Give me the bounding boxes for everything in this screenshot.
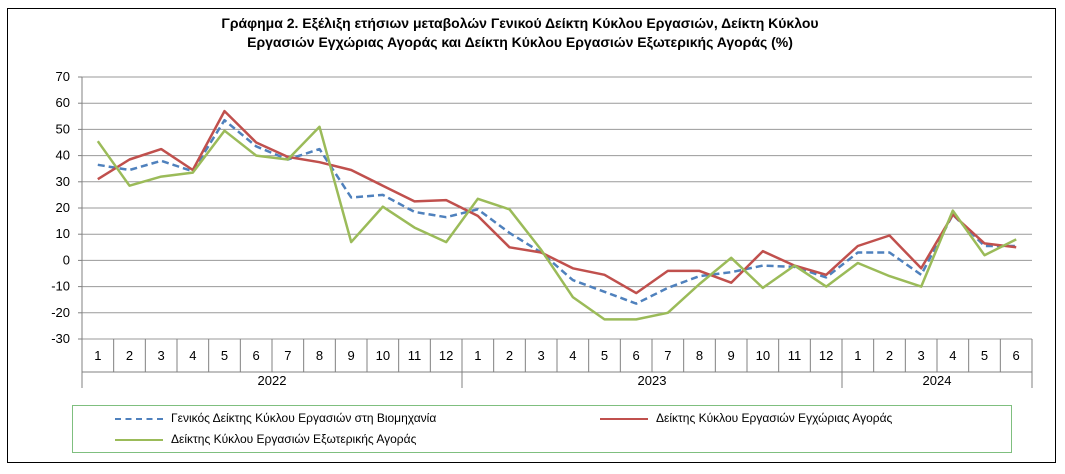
x-tick-label: 5 xyxy=(981,348,988,363)
x-tick-label: 11 xyxy=(408,348,422,363)
y-tick-label: 10 xyxy=(56,226,70,241)
legend-label-domestic: Δείκτης Κύκλου Εργασιών Εγχώριας Αγοράς xyxy=(656,411,893,425)
x-tick-label: 6 xyxy=(253,348,260,363)
series-line-2 xyxy=(96,125,1017,321)
series-line-1 xyxy=(97,109,1017,295)
x-tick-label: 2 xyxy=(126,348,133,363)
chart-title-line-1: Γράφημα 2. Εξέλιξη ετήσιων μεταβολών Γεν… xyxy=(221,15,819,31)
x-tick-label: 8 xyxy=(316,348,323,363)
x-tick-label: 2 xyxy=(506,348,513,363)
y-tick-label: 40 xyxy=(56,148,70,163)
legend-swatch-external xyxy=(115,438,163,441)
y-tick-label: 50 xyxy=(56,121,70,136)
y-tick-label: 70 xyxy=(56,69,70,84)
y-tick-label: 30 xyxy=(56,174,70,189)
x-tick-label: 1 xyxy=(854,348,861,363)
y-tick-label: -10 xyxy=(51,279,70,294)
x-tick-label: 5 xyxy=(221,348,228,363)
x-tick-label: 4 xyxy=(949,348,956,363)
x-tick-label: 7 xyxy=(284,348,291,363)
x-tick-label: 3 xyxy=(158,348,165,363)
x-tick-label: 5 xyxy=(601,348,608,363)
x-tick-label: 6 xyxy=(633,348,640,363)
x-tick-label: 8 xyxy=(696,348,703,363)
legend-swatch-domestic xyxy=(600,417,648,420)
legend-label-external: Δείκτης Κύκλου Εργασιών Εξωτερικής Αγορά… xyxy=(171,432,417,446)
x-tick-label: 2 xyxy=(886,348,893,363)
x-tick-label: 7 xyxy=(664,348,671,363)
year-label: 2023 xyxy=(638,373,667,388)
x-tick-label: 10 xyxy=(376,348,390,363)
year-label: 2024 xyxy=(923,373,952,388)
y-tick-label: 60 xyxy=(56,95,70,110)
x-tick-label: 12 xyxy=(819,348,833,363)
legend: Γενικός Δείκτης Κύκλου Εργασιών στη Βιομ… xyxy=(72,405,1012,453)
legend-swatch-general xyxy=(115,417,163,420)
x-tick-label: 9 xyxy=(728,348,735,363)
series-layer xyxy=(96,109,1017,321)
legend-label-general: Γενικός Δείκτης Κύκλου Εργασιών στη Βιομ… xyxy=(171,411,437,425)
x-tick-label: 3 xyxy=(538,348,545,363)
x-tick-label: 1 xyxy=(94,348,101,363)
y-tick-label: -30 xyxy=(51,331,70,346)
y-tick-label: -20 xyxy=(51,305,70,320)
legend-item-domestic: Δείκτης Κύκλου Εργασιών Εγχώριας Αγοράς xyxy=(600,411,892,425)
series-line-0 xyxy=(97,118,1017,305)
grid-layer xyxy=(82,76,1032,340)
x-tick-label: 3 xyxy=(918,348,925,363)
chart-title-line-2: Εργασιών Εγχώριας Αγοράς και Δείκτη Κύκλ… xyxy=(247,34,793,50)
legend-item-general: Γενικός Δείκτης Κύκλου Εργασιών στη Βιομ… xyxy=(115,411,436,425)
x-tick-label: 1 xyxy=(474,348,481,363)
x-tick-label: 10 xyxy=(756,348,770,363)
y-tick-label: 20 xyxy=(56,200,70,215)
legend-item-external: Δείκτης Κύκλου Εργασιών Εξωτερικής Αγορά… xyxy=(115,432,416,446)
x-tick-label: 11 xyxy=(788,348,802,363)
x-tick-label: 12 xyxy=(439,348,453,363)
x-tick-label: 9 xyxy=(348,348,355,363)
chart-title: Γράφημα 2. Εξέλιξη ετήσιων μεταβολών Γεν… xyxy=(0,14,1040,52)
x-tick-label: 4 xyxy=(569,348,576,363)
x-tick-label: 4 xyxy=(189,348,196,363)
y-tick-label: 0 xyxy=(63,252,70,267)
year-label: 2022 xyxy=(258,373,287,388)
x-tick-label: 6 xyxy=(1013,348,1020,363)
